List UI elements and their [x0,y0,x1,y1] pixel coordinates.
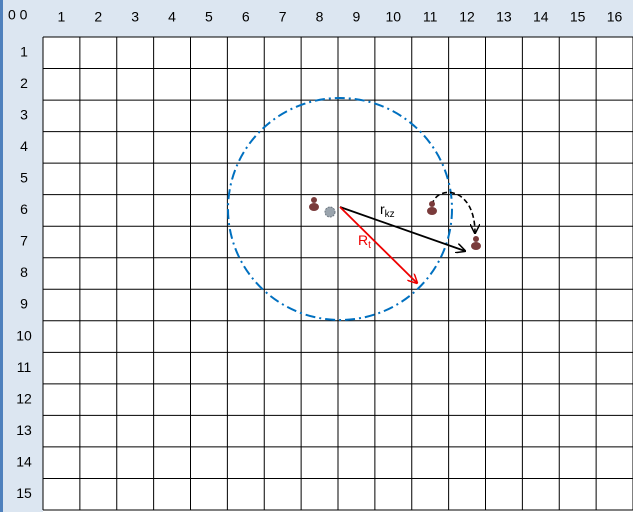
column-header: 4 [168,9,176,25]
grid [42,36,633,511]
column-header: 16 [607,9,623,25]
column-header: 14 [533,9,549,25]
column-header: 6 [242,9,250,25]
column-header: 2 [94,9,102,25]
column-header: 3 [131,9,139,25]
distance-arrow [339,206,465,251]
row-header: 7 [20,233,28,249]
radius-arrow [339,206,417,283]
header-edge [0,0,3,512]
agent [471,236,481,250]
row-header: 12 [16,390,32,406]
corner-label: 0 0 [8,7,28,23]
sensor [324,206,336,218]
row-header: 5 [20,170,28,186]
headers: 0 0 1 2 3 4 5 6 7 8 9 10 11 12 13 14 15 1612345678910111… [8,7,623,501]
row-header: 15 [16,485,32,501]
column-header: 10 [386,9,402,25]
row-header: 3 [20,107,28,123]
row-header: 13 [16,422,32,438]
radius-label: Rt [358,232,371,251]
row-header: 10 [16,327,32,343]
distance-label: rkz [380,201,395,220]
column-header: 11 [423,9,438,25]
row-header: 4 [20,138,28,154]
agent [427,201,437,215]
row-header: 11 [17,359,32,375]
row-header: 2 [20,75,28,91]
row-header: 8 [20,264,28,280]
row-header: 6 [20,201,28,217]
column-header: 12 [459,9,475,25]
column-header-band [0,0,633,37]
row-header: 1 [20,43,28,59]
row-header-band [0,0,43,512]
row-header: 9 [20,296,28,312]
column-header: 5 [205,9,213,25]
range-circle [227,97,453,321]
column-header: 1 [58,9,66,25]
column-header: 8 [316,9,324,25]
column-header: 7 [279,9,287,25]
row-header: 14 [16,453,32,469]
agent [309,197,319,211]
column-header: 13 [496,9,512,25]
column-header: 9 [353,9,361,25]
column-header: 15 [570,9,586,25]
